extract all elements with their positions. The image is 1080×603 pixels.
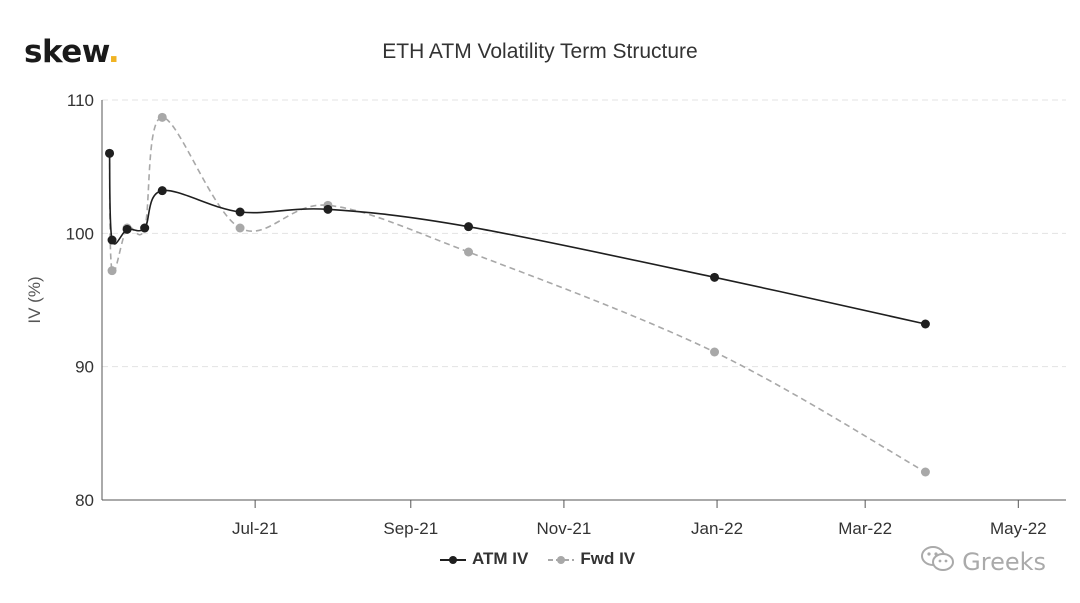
y-tick-label: 110 <box>67 91 94 110</box>
y-axis-label: IV (%) <box>25 276 44 323</box>
legend-label-atm: ATM IV <box>472 549 529 568</box>
x-tick-label: Jan-22 <box>691 519 743 538</box>
data-point-atm <box>122 224 132 234</box>
data-point-atm <box>464 222 474 232</box>
grid-layer <box>102 99 1066 368</box>
data-point-atm <box>140 223 150 233</box>
axis-layer: 80 90 100 110 Jul-21 Sep-21 Nov-21 Jan-22 Mar-22… <box>66 91 1066 538</box>
watermark: Greeks <box>920 544 1046 580</box>
legend-label-fwd: Fwd IV <box>580 549 636 568</box>
series-layer <box>105 112 930 477</box>
legend-swatch-atm <box>440 552 466 566</box>
x-tick-label: Nov-21 <box>537 519 592 538</box>
data-point-atm <box>235 207 245 217</box>
brand-logo: skew. <box>24 34 120 70</box>
legend-item-fwd[interactable]: Fwd IV <box>548 549 635 569</box>
chart-title: ETH ATM Volatility Term Structure <box>382 40 698 63</box>
legend-item-atm[interactable]: ATM IV <box>440 549 528 569</box>
data-point-fwd <box>157 112 167 122</box>
brand-dot: . <box>107 34 120 70</box>
y-tick-label: 90 <box>75 358 94 377</box>
data-point-fwd <box>710 347 720 357</box>
data-point-fwd <box>107 266 117 276</box>
data-point-atm <box>710 272 720 282</box>
data-point-atm <box>105 148 115 158</box>
wechat-icon <box>920 544 956 580</box>
data-point-fwd <box>235 223 245 233</box>
x-tick-label: Sep-21 <box>383 519 438 538</box>
watermark-text: Greeks <box>962 548 1046 576</box>
legend-swatch-fwd <box>548 552 575 566</box>
legend: ATM IV Fwd IV <box>440 549 635 569</box>
y-tick-label: 100 <box>66 224 94 243</box>
brand-name: skew <box>24 34 108 70</box>
data-point-atm <box>323 204 333 214</box>
data-point-atm <box>107 235 117 245</box>
data-point-fwd <box>464 247 474 257</box>
x-tick-label: May-22 <box>990 519 1047 538</box>
x-tick-label: Mar-22 <box>838 519 892 538</box>
data-point-fwd <box>920 467 930 477</box>
data-point-atm <box>920 319 930 329</box>
x-tick-label: Jul-21 <box>232 519 278 538</box>
y-tick-label: 80 <box>75 491 94 510</box>
series-line-atm <box>108 153 926 325</box>
series-line-fwd <box>108 116 926 473</box>
data-point-atm <box>157 186 167 196</box>
